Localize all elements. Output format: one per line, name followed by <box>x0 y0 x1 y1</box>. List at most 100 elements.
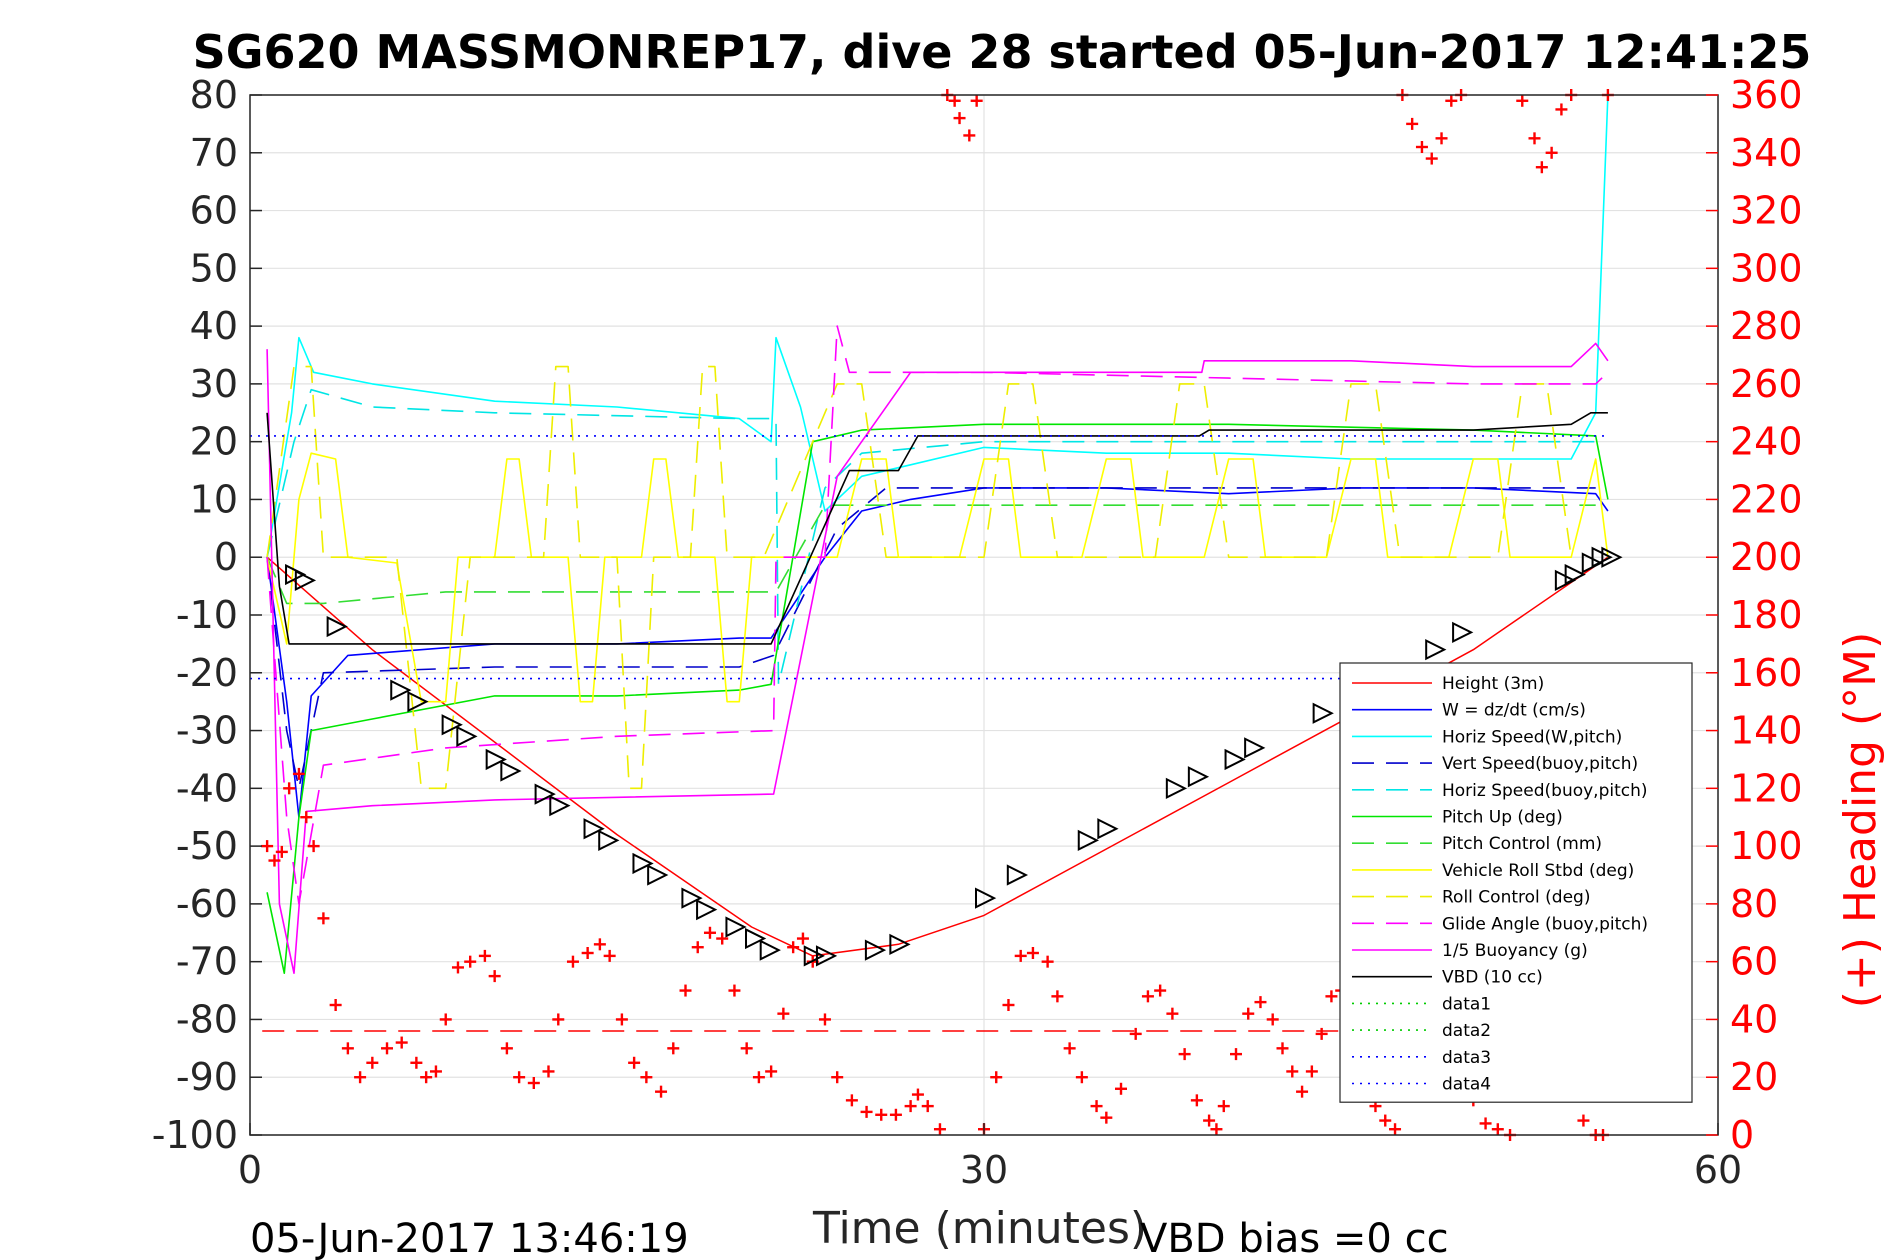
legend-entry: data4 <box>1442 1075 1491 1095</box>
heading-point <box>1210 1123 1223 1136</box>
heading-point <box>831 1071 844 1084</box>
heading-point <box>911 1088 924 1101</box>
heading-point <box>615 1013 628 1026</box>
heading-point <box>1555 103 1568 116</box>
legend-entry: Pitch Up (deg) <box>1442 808 1563 828</box>
heading-point <box>752 1071 765 1084</box>
y-tick-label: 80 <box>190 73 238 117</box>
heading-point <box>728 984 741 997</box>
heading-point <box>1389 1123 1402 1136</box>
heading-point <box>366 1056 379 1069</box>
heading-point <box>716 932 729 945</box>
y2-tick-label: 220 <box>1730 477 1803 521</box>
heading-point <box>1129 1027 1142 1040</box>
triangle-marker <box>583 818 605 840</box>
legend-entry: Vert Speed(buoy,pitch) <box>1442 754 1638 774</box>
y2-tick-label: 320 <box>1730 189 1803 233</box>
triangle-marker <box>1601 546 1623 568</box>
heading-point <box>581 947 594 959</box>
triangle-marker <box>696 899 718 921</box>
triangle-marker <box>1165 777 1188 799</box>
legend-entry: Horiz Speed(W,pitch) <box>1442 727 1622 747</box>
y-tick-label: 40 <box>190 304 238 348</box>
legend-entry: data2 <box>1442 1021 1491 1041</box>
triangle-marker <box>456 725 478 747</box>
heading-point <box>478 949 491 962</box>
series-line <box>266 423 1609 975</box>
legend-entry: Horiz Speed(buoy,pitch) <box>1442 781 1648 801</box>
heading-point <box>963 129 976 142</box>
heading-point <box>566 955 579 968</box>
y2-tick-label: 140 <box>1730 709 1803 753</box>
heading-point <box>307 840 320 853</box>
triangle-marker <box>1224 748 1246 771</box>
x-tick-label: 0 <box>238 1148 262 1192</box>
heading-point <box>667 1042 680 1055</box>
series-line <box>266 388 1596 686</box>
y2-tick-label: 20 <box>1730 1055 1778 1099</box>
heading-point <box>1296 1085 1309 1098</box>
heading-point <box>765 1065 778 1078</box>
series-line <box>266 487 1596 790</box>
triangle-marker <box>815 945 838 967</box>
y2-tick-label: 280 <box>1730 304 1803 348</box>
heading-point <box>410 1056 423 1069</box>
x-tick-label: 30 <box>960 1148 1008 1192</box>
heading-point <box>1325 990 1338 1003</box>
heading-point <box>691 941 704 954</box>
heading-point <box>1178 1048 1191 1061</box>
legend-entry: Pitch Control (mm) <box>1442 834 1602 854</box>
y2-tick-label: 120 <box>1730 766 1803 810</box>
heading-point <box>1545 146 1558 159</box>
heading-point <box>655 1085 668 1098</box>
y2-tick-label: 0 <box>1730 1113 1754 1157</box>
y-tick-label: 50 <box>190 246 238 290</box>
y2-tick-label: 40 <box>1730 997 1778 1041</box>
axis-ticks: 80706050403020100-10-20-30-40-50-60-70-8… <box>152 73 1803 1192</box>
chart-title: SG620 MASSMONREP17, dive 28 started 05-J… <box>193 25 1812 79</box>
y-tick-label: 60 <box>190 189 238 233</box>
legend-entry: Roll Control (deg) <box>1442 888 1590 908</box>
heading-point <box>1230 1048 1243 1061</box>
triangle-marker <box>864 939 887 961</box>
heading-point <box>1415 141 1428 153</box>
heading-point <box>420 1071 433 1084</box>
heading-point <box>1305 1065 1318 1078</box>
legend-entry: 1/5 Buoyancy (g) <box>1442 941 1588 961</box>
heading-point <box>1445 94 1458 107</box>
heading-point <box>818 1013 831 1026</box>
heading-point <box>1100 1111 1113 1124</box>
heading-point <box>1266 1013 1279 1026</box>
heading-point <box>1491 1123 1504 1136</box>
y2-tick-label: 180 <box>1730 593 1803 637</box>
heading-point <box>1528 132 1541 145</box>
heading-point <box>933 1123 946 1136</box>
y-tick-label: 10 <box>190 477 238 521</box>
legend-entry: Vehicle Roll Stbd (deg) <box>1442 861 1634 881</box>
triangle-marker <box>390 679 412 701</box>
heading-point <box>1090 1100 1103 1113</box>
y-tick-label: -20 <box>176 651 238 695</box>
heading-point <box>1315 1027 1328 1040</box>
heading-point <box>1516 94 1529 107</box>
y-tick-label: -100 <box>152 1113 238 1157</box>
heading-point <box>1276 1042 1289 1055</box>
heading-point <box>796 932 809 945</box>
heading-point <box>1075 1071 1088 1084</box>
triangle-marker <box>1006 864 1029 886</box>
x-tick-label: 60 <box>1694 1148 1742 1192</box>
heading-point <box>970 94 983 107</box>
legend-entry: Height (3m) <box>1442 674 1544 694</box>
triangle-marker <box>485 748 507 771</box>
legend: Height (3m) W = dz/dt (cm/s) Horiz Speed(W… <box>1339 662 1693 1103</box>
y-tick-label: -30 <box>176 709 238 753</box>
triangle-marker <box>1244 737 1266 759</box>
y-tick-label: -90 <box>176 1055 238 1099</box>
heading-point <box>603 949 616 962</box>
heading-point <box>395 1036 408 1049</box>
heading-point <box>1190 1094 1203 1107</box>
heading-point <box>1063 1042 1076 1055</box>
heading-point <box>921 1100 934 1113</box>
y-tick-label: 0 <box>214 535 238 579</box>
